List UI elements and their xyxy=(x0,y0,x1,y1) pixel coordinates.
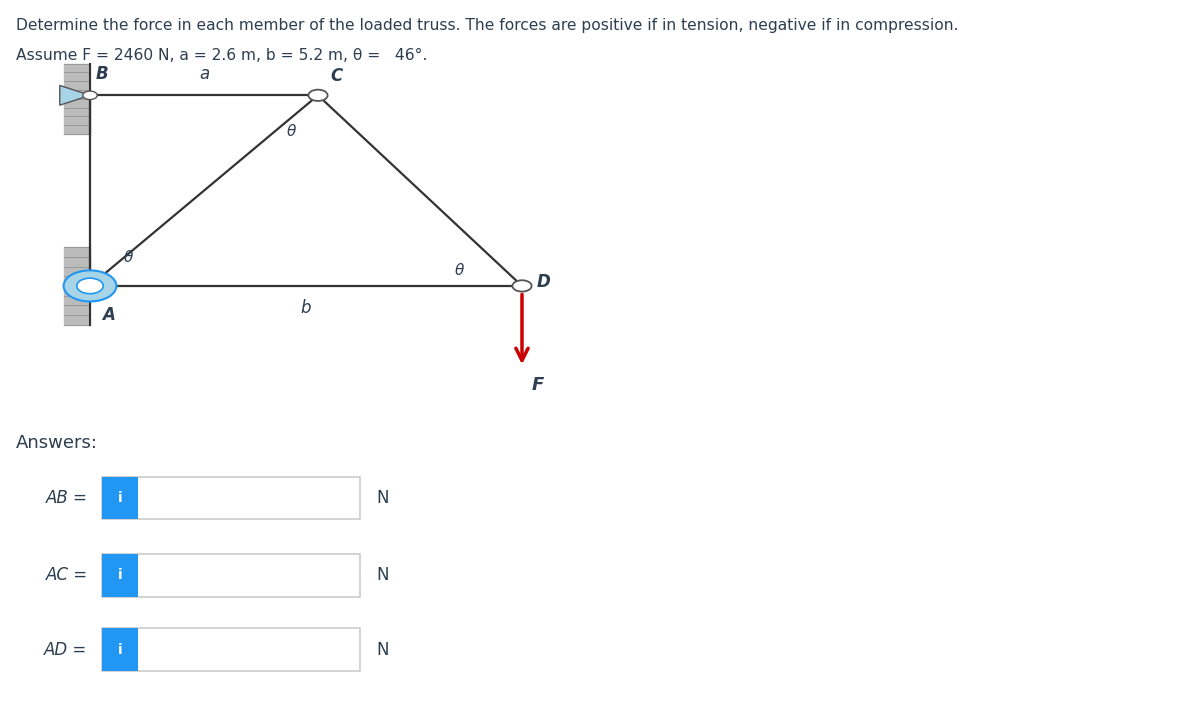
Text: a: a xyxy=(199,65,209,83)
Text: i: i xyxy=(118,491,122,505)
Polygon shape xyxy=(60,85,90,105)
Text: AC =: AC = xyxy=(46,566,88,585)
Circle shape xyxy=(512,280,532,292)
Text: F: F xyxy=(532,376,544,393)
Text: Assume F = 2460 N, a = 2.6 m, b = 5.2 m, θ =   46°.: Assume F = 2460 N, a = 2.6 m, b = 5.2 m,… xyxy=(16,48,427,63)
Text: Determine the force in each member of the loaded truss. The forces are positive : Determine the force in each member of th… xyxy=(16,18,958,32)
Text: θ: θ xyxy=(455,263,464,278)
Text: Answers:: Answers: xyxy=(16,434,97,452)
FancyBboxPatch shape xyxy=(102,628,138,671)
FancyBboxPatch shape xyxy=(102,554,360,597)
Text: B: B xyxy=(96,65,109,83)
Text: D: D xyxy=(536,273,550,292)
Text: AD =: AD = xyxy=(44,640,88,659)
Text: N: N xyxy=(377,566,389,585)
FancyBboxPatch shape xyxy=(102,628,360,671)
Text: AB =: AB = xyxy=(46,489,88,507)
Text: i: i xyxy=(118,568,122,582)
Text: N: N xyxy=(377,489,389,507)
Circle shape xyxy=(64,270,116,301)
Text: θ: θ xyxy=(124,250,133,265)
Text: b: b xyxy=(301,299,311,316)
Text: N: N xyxy=(377,640,389,659)
FancyBboxPatch shape xyxy=(102,477,138,519)
Text: C: C xyxy=(330,67,342,85)
Circle shape xyxy=(83,91,97,100)
Text: θ: θ xyxy=(287,124,296,138)
Circle shape xyxy=(308,90,328,101)
FancyBboxPatch shape xyxy=(102,554,138,597)
Circle shape xyxy=(77,278,103,294)
FancyBboxPatch shape xyxy=(102,477,360,519)
Text: i: i xyxy=(118,642,122,657)
Text: A: A xyxy=(102,306,115,323)
